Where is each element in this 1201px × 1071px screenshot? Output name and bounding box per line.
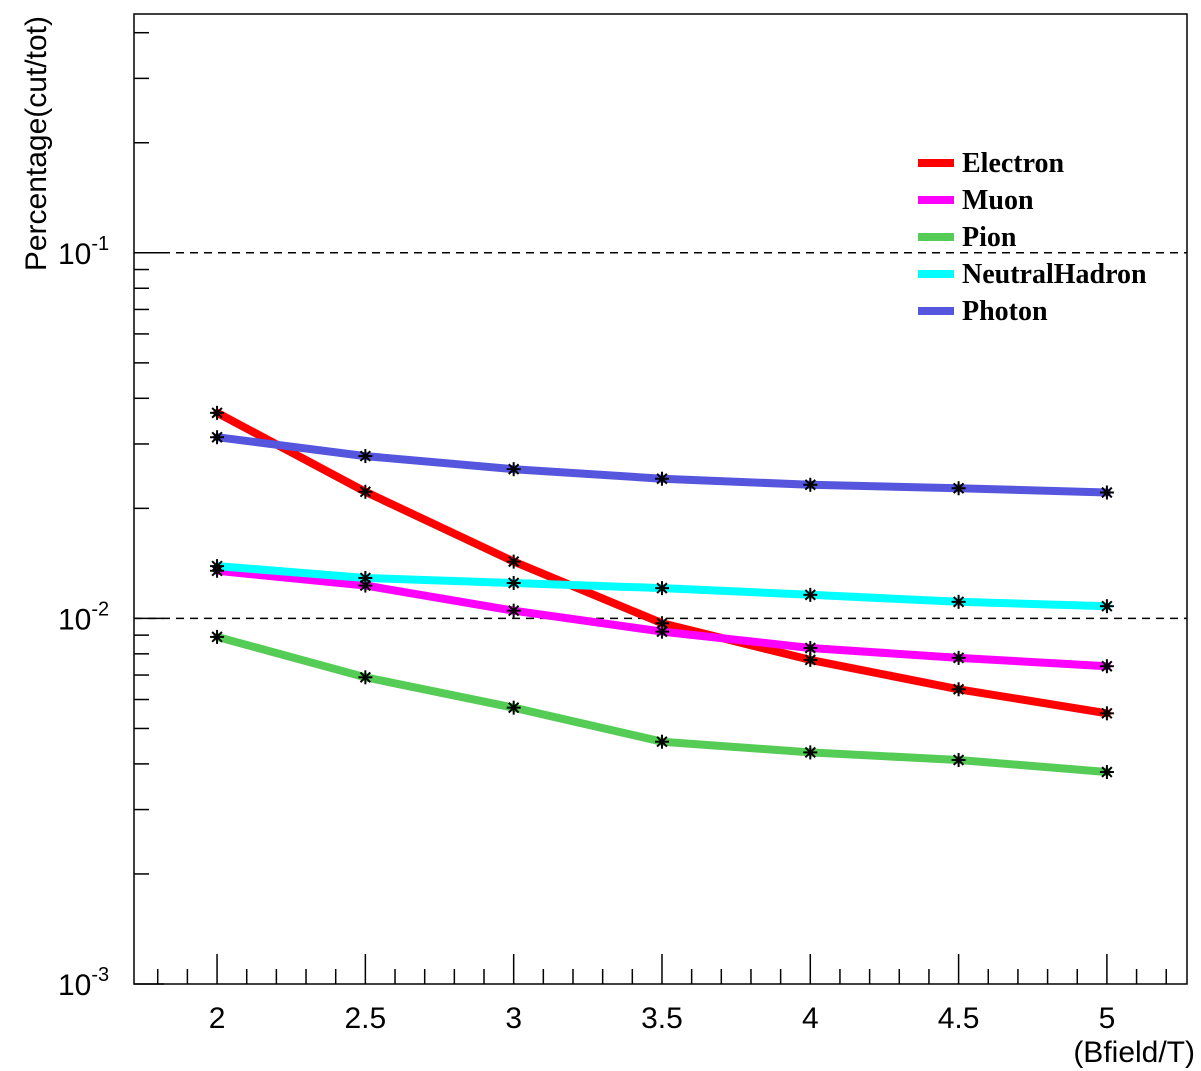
data-point-photon <box>654 471 669 486</box>
data-point-electron <box>803 652 818 667</box>
data-point-photon <box>803 477 818 492</box>
data-point-muon <box>951 650 966 665</box>
data-point-neutralhadron <box>654 581 669 596</box>
plot-frame <box>133 13 1188 985</box>
axis-ticks <box>134 31 1167 985</box>
x-axis-title: (Bfield/T) <box>1073 1036 1195 1069</box>
data-point-pion <box>803 745 818 760</box>
y-tick-label: 10-1 <box>58 233 109 271</box>
x-tick-label: 4 <box>802 1002 819 1035</box>
x-tick-label: 3.5 <box>641 1002 683 1035</box>
data-point-neutralhadron <box>1099 599 1114 614</box>
data-point-muon <box>654 624 669 639</box>
data-point-electron <box>506 554 521 569</box>
data-point-electron <box>358 484 373 499</box>
data-point-photon <box>1099 485 1114 500</box>
x-tick-label: 3 <box>505 1002 522 1035</box>
y-tick-label: 10-2 <box>58 598 109 636</box>
data-point-pion <box>506 700 521 715</box>
legend-label: Muon <box>962 185 1034 216</box>
y-tick-label: 10-3 <box>58 964 109 1002</box>
y-axis-title: Percentage(cut/tot) <box>20 16 53 271</box>
grid-lines <box>134 252 1187 620</box>
x-tick-label: 5 <box>1099 1002 1116 1035</box>
legend-label: Photon <box>962 296 1048 327</box>
data-point-neutralhadron <box>803 587 818 602</box>
data-point-neutralhadron <box>506 575 521 590</box>
data-point-electron <box>210 405 225 420</box>
x-tick-label: 4.5 <box>938 1002 980 1035</box>
data-point-pion <box>951 752 966 767</box>
data-point-muon <box>1099 659 1114 674</box>
data-point-neutralhadron <box>358 570 373 585</box>
x-tick-label: 2.5 <box>345 1002 387 1035</box>
legend: Electron Muon Pion NeutralHadron Photon <box>918 148 1147 327</box>
data-point-muon <box>506 603 521 618</box>
legend-entry-muon: Muon <box>918 185 1034 216</box>
data-point-pion <box>1099 765 1114 780</box>
data-point-photon <box>506 462 521 477</box>
data-point-electron <box>1099 706 1114 721</box>
legend-entry-electron: Electron <box>918 148 1065 179</box>
legend-entry-neutralhadron: NeutralHadron <box>918 259 1147 290</box>
data-point-pion <box>210 629 225 644</box>
data-point-pion <box>358 670 373 685</box>
data-point-electron <box>951 682 966 697</box>
legend-label: NeutralHadron <box>962 259 1147 290</box>
data-point-muon <box>803 640 818 655</box>
x-tick-label: 2 <box>209 1002 226 1035</box>
data-point-neutralhadron <box>210 559 225 574</box>
legend-entry-pion: Pion <box>918 222 1017 253</box>
legend-label: Electron <box>962 148 1065 179</box>
data-point-photon <box>210 430 225 445</box>
data-point-pion <box>654 734 669 749</box>
data-point-neutralhadron <box>951 594 966 609</box>
data-point-photon <box>358 449 373 464</box>
legend-label: Pion <box>962 222 1017 253</box>
legend-entry-photon: Photon <box>918 296 1048 327</box>
data-point-photon <box>951 481 966 496</box>
data-markers <box>210 405 1114 780</box>
tick-labels: 2 2.5 3 3.5 4 4.5 5 10-1 10-2 10-3 <box>58 233 1115 1035</box>
